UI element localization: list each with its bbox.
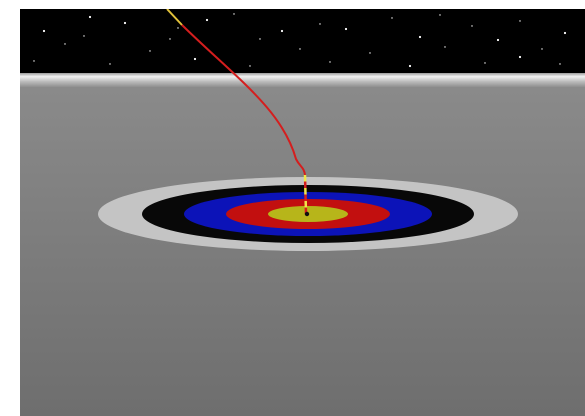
star bbox=[123, 21, 127, 25]
star bbox=[369, 52, 371, 54]
star bbox=[408, 64, 412, 68]
star bbox=[149, 50, 151, 52]
star bbox=[205, 18, 209, 22]
star bbox=[344, 27, 348, 31]
horizon-glow bbox=[20, 73, 585, 87]
star bbox=[64, 43, 66, 45]
star bbox=[83, 35, 85, 37]
game-viewport[interactable] bbox=[20, 9, 585, 416]
trajectory-upper-segment bbox=[166, 9, 183, 26]
star bbox=[42, 29, 46, 33]
star bbox=[319, 23, 321, 25]
star-field bbox=[33, 13, 567, 68]
star bbox=[519, 20, 521, 22]
star bbox=[259, 38, 261, 40]
star bbox=[193, 57, 197, 61]
arrow-impact-point bbox=[304, 211, 310, 217]
arrow-trajectory bbox=[166, 9, 308, 215]
star bbox=[249, 65, 251, 67]
star bbox=[177, 27, 179, 29]
star bbox=[329, 61, 331, 63]
star bbox=[109, 63, 111, 65]
game-scene bbox=[20, 9, 585, 416]
star bbox=[233, 13, 235, 15]
trajectory-main-segment bbox=[181, 24, 306, 176]
star bbox=[484, 62, 486, 64]
star bbox=[88, 15, 92, 19]
star bbox=[496, 38, 500, 42]
sky bbox=[20, 9, 585, 75]
star bbox=[559, 63, 561, 65]
star bbox=[541, 48, 543, 50]
star bbox=[471, 25, 473, 27]
star bbox=[169, 38, 171, 40]
star bbox=[563, 31, 567, 35]
star bbox=[391, 17, 393, 19]
ground-plane bbox=[20, 87, 585, 416]
star bbox=[280, 29, 284, 33]
star bbox=[518, 55, 522, 59]
star bbox=[299, 48, 301, 50]
star bbox=[418, 35, 422, 39]
star bbox=[33, 60, 35, 62]
star bbox=[444, 46, 446, 48]
star bbox=[439, 14, 441, 16]
